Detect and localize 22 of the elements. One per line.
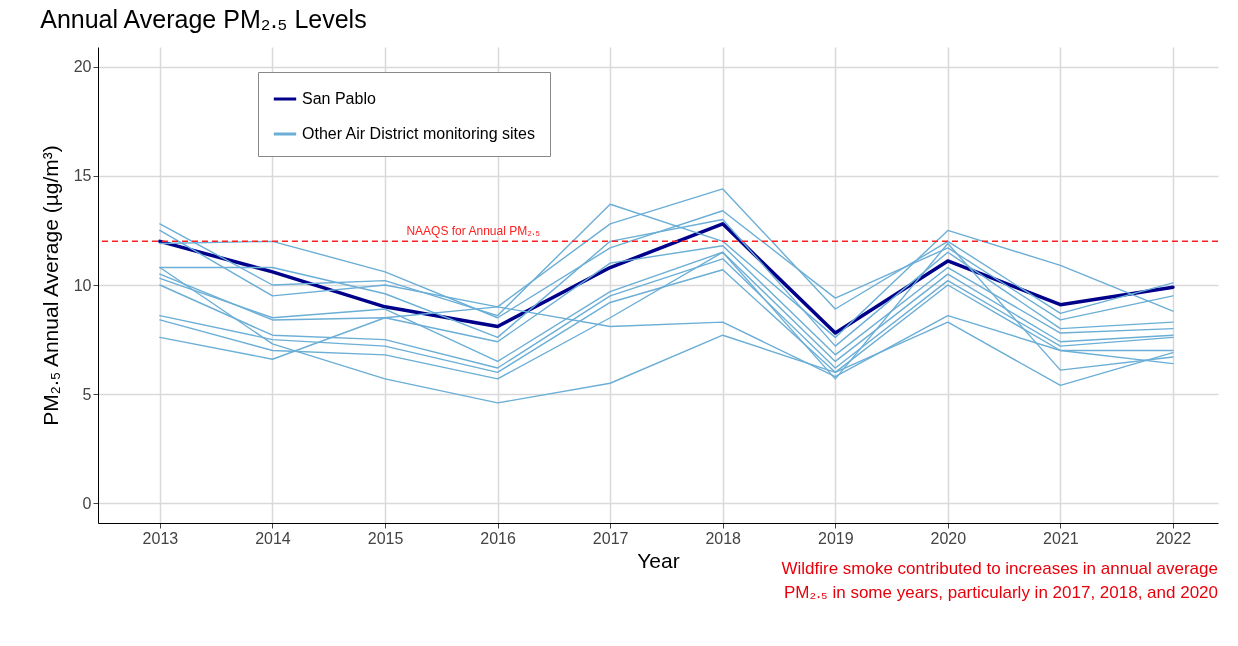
y-tick-label: 20	[73, 58, 92, 76]
y-tick-label: 0	[82, 494, 92, 512]
legend-label: Other Air District monitoring sites	[302, 125, 535, 142]
y-tick-label: 5	[82, 385, 92, 403]
x-tick-label: 2014	[255, 529, 291, 547]
ref-line-label: NAAQS for Annual PM₂.₅	[406, 224, 541, 239]
x-tick-label: 2020	[930, 529, 967, 547]
x-tick-label: 2016	[480, 529, 516, 547]
x-tick-label: 2021	[1043, 529, 1079, 547]
y-axis-title: PM₂.₅ Annual Average (µg/m³)	[38, 145, 62, 426]
x-tick-label: 2015	[367, 529, 404, 547]
legend-label: San Pablo	[302, 90, 376, 107]
x-tick-label: 2017	[592, 529, 629, 547]
x-tick-label: 2018	[705, 529, 742, 547]
y-tick-label: 10	[73, 276, 92, 294]
y-tick-label: 15	[73, 167, 92, 185]
x-tick-label: 2019	[817, 529, 854, 547]
x-axis-title: Year	[637, 548, 680, 572]
x-tick-label: 2022	[1155, 529, 1192, 547]
text: Wildfire smoke contributed to increases in annual average PM₂.₅ in some years, particularly in 2017, 2018, and 2020	[781, 559, 1218, 602]
chart-title: Annual Average PM₂.₅ Levels	[40, 5, 367, 33]
x-tick-label: 2013	[142, 529, 179, 547]
